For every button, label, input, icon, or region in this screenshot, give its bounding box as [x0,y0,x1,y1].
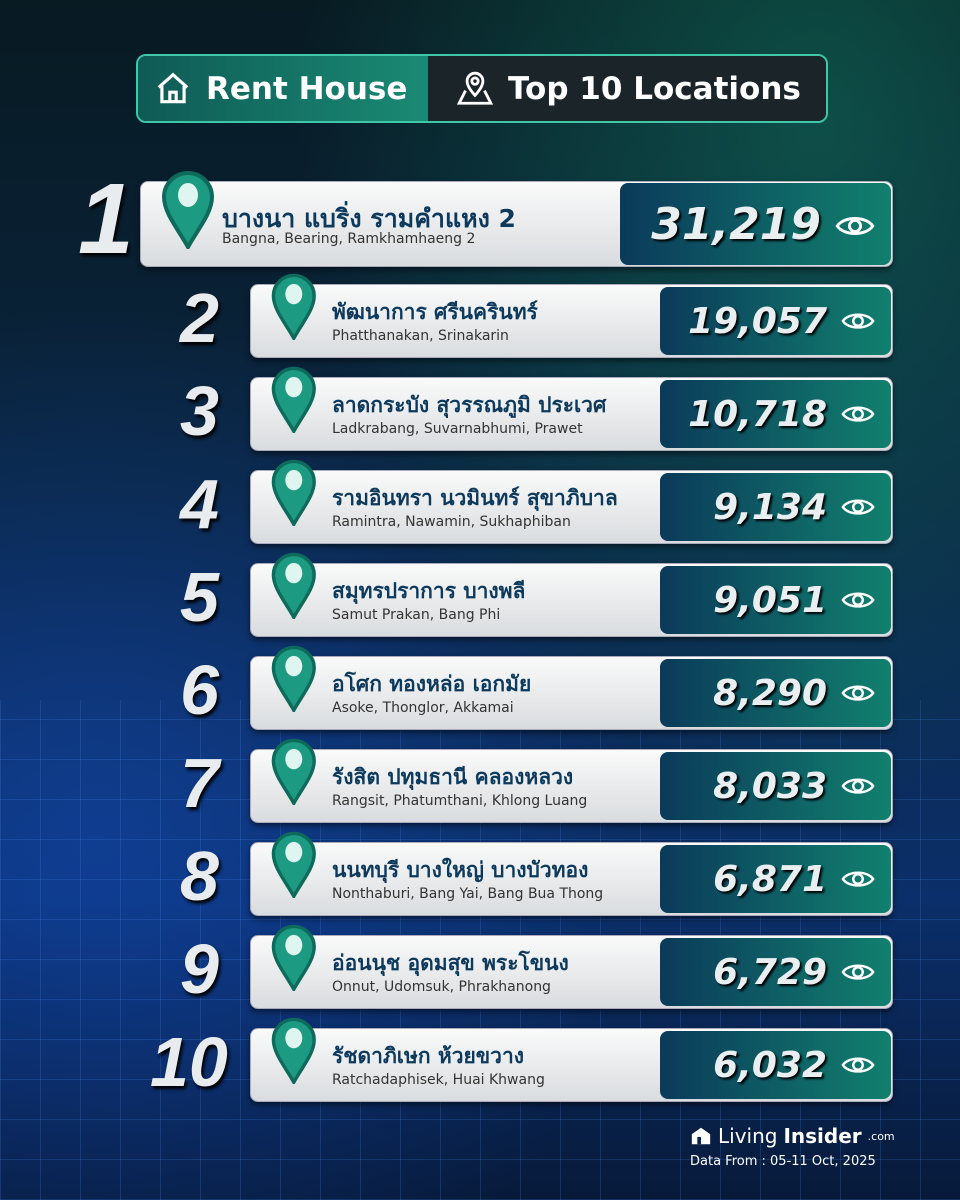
location-english-name: Ratchadaphisek, Huai Khwang [332,1072,545,1088]
view-count: 8,033 [713,765,827,807]
location-thai-name: อโศก ทองหล่อ เอกมัย [332,672,532,696]
eye-icon [841,394,875,435]
eye-icon [841,301,875,342]
view-count-box: 6,032 [660,1031,891,1099]
location-pin-icon [270,365,318,437]
location-thai-name: พัฒนาการ ศรีนครินทร์ [332,300,538,324]
view-count: 10,718 [688,393,827,435]
view-count: 9,051 [713,579,827,621]
rank-number: 9 [180,929,219,1008]
view-count: 6,729 [713,951,827,993]
header-banner: Rent House Top 10 Locations [136,54,828,123]
location-thai-name: รามอินทรา นวมินทร์ สุขาภิบาล [332,486,618,510]
location-pin-icon [270,1016,318,1088]
view-count-box: 6,871 [660,845,891,913]
logo-house-icon [691,1127,711,1145]
location-thai-name: สมุทรปราการ บางพลี [332,579,526,603]
view-count: 6,871 [713,858,827,900]
view-count: 8,290 [713,672,827,714]
location-pin-icon [270,551,318,623]
view-count-box: 10,718 [660,380,891,448]
location-thai-name: ลาดกระบัง สุวรรณภูมิ ประเวศ [332,393,607,417]
location-pin-icon [270,830,318,902]
footer: Living Insider .com Data From : 05-11 Oct,… [690,1124,895,1169]
eye-icon [841,952,875,993]
view-count-box: 8,290 [660,659,891,727]
location-thai-name: นนทบุรี บางใหญ่ บางบัวทอง [332,858,589,882]
rank-number: 5 [180,557,219,636]
eye-icon [841,580,875,621]
eye-icon [841,487,875,528]
view-count: 6,032 [713,1044,827,1086]
view-count: 31,219 [651,198,821,250]
eye-icon [841,766,875,807]
location-pin-icon [270,737,318,809]
location-english-name: Bangna, Bearing, Ramkhamhaeng 2 [222,231,476,247]
location-thai-name: รัชดาภิเษก ห้วยขวาง [332,1044,524,1068]
location-pin-icon [160,169,216,253]
view-count-box: 31,219 [620,183,891,265]
eye-icon [835,199,875,250]
header-top-locations: Top 10 Locations [428,56,826,121]
location-pin-icon [270,458,318,530]
location-pin-icon [270,923,318,995]
house-icon [157,72,189,103]
data-date-range: Data From : 05-11 Oct, 2025 [690,1154,876,1169]
view-count-box: 9,134 [660,473,891,541]
brand-light: Living [718,1124,778,1148]
location-pin-icon [270,644,318,716]
rank-number: 2 [180,278,219,357]
location-thai-name: รังสิต ปทุมธานี คลองหลวง [332,765,574,789]
view-count-box: 9,051 [660,566,891,634]
livinginsider-logo: Living Insider .com [690,1124,895,1148]
rank-number: 8 [180,836,219,915]
header-rent-house: Rent House [138,56,428,121]
location-english-name: Asoke, Thonglor, Akkamai [332,700,514,716]
rank-number: 6 [180,650,219,729]
view-count: 9,134 [713,486,827,528]
location-english-name: Ramintra, Nawamin, Sukhaphiban [332,514,571,530]
view-count-box: 19,057 [660,287,891,355]
rank-number: 10 [150,1022,228,1101]
view-count: 19,057 [688,300,827,342]
rank-number: 4 [180,464,219,543]
header-left-label: Rent House [206,70,408,107]
location-english-name: Samut Prakan, Bang Phi [332,607,501,623]
view-count-box: 6,729 [660,938,891,1006]
rank-number: 7 [180,743,219,822]
location-english-name: Onnut, Udomsuk, Phrakhanong [332,979,551,995]
location-thai-name: อ่อนนุช อุดมสุข พระโขนง [332,951,569,975]
eye-icon [841,859,875,900]
brand-bold: Insider [783,1124,862,1148]
location-english-name: Nonthaburi, Bang Yai, Bang Bua Thong [332,886,604,902]
view-count-box: 8,033 [660,752,891,820]
location-pin-icon [270,272,318,344]
brand-suffix: .com [867,1129,895,1143]
location-thai-name: บางนา แบริ่ง รามคำแหง 2 [222,204,516,233]
rank-number: 3 [180,371,219,450]
map-pin-icon [456,71,494,105]
eye-icon [841,673,875,714]
eye-icon [841,1045,875,1086]
location-english-name: Ladkrabang, Suvarnabhumi, Prawet [332,421,583,437]
header-right-label: Top 10 Locations [508,70,801,107]
rank-number: 1 [78,163,134,275]
location-english-name: Rangsit, Phatumthani, Khlong Luang [332,793,588,809]
location-english-name: Phatthanakan, Srinakarin [332,328,509,344]
